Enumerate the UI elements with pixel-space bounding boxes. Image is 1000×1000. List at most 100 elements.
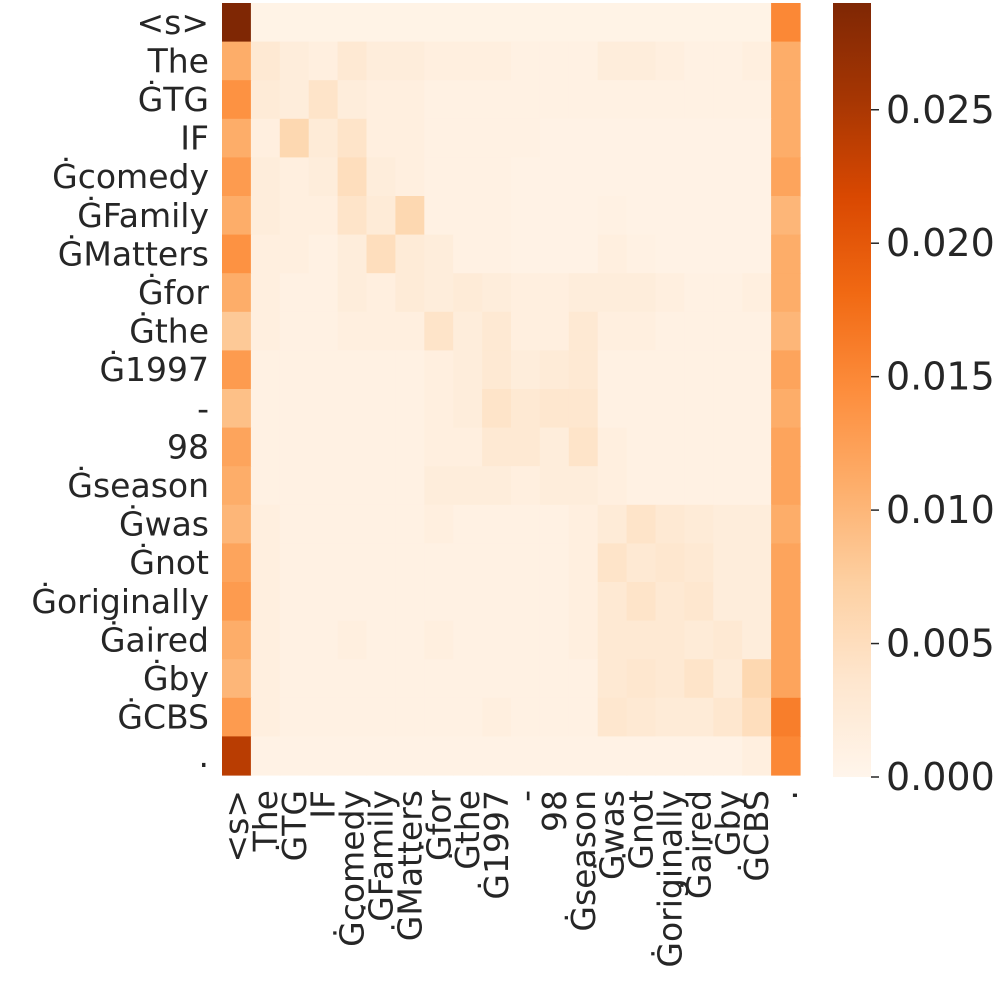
heatmap-cell-r18-c16 xyxy=(684,697,714,737)
heatmap-cell-r19-c1 xyxy=(250,736,281,776)
x-tick-label: Ġthe xyxy=(447,790,487,870)
heatmap-cell-r2-c3 xyxy=(308,80,339,120)
heatmap-cell-r10-c3 xyxy=(308,389,339,429)
heatmap-cell-r0-c18 xyxy=(742,3,772,43)
heatmap-cell-r6-c11 xyxy=(539,234,570,274)
heatmap-cell-r18-c15 xyxy=(655,697,685,737)
heatmap-cell-r17-c7 xyxy=(424,659,454,699)
heatmap-cell-r13-c13 xyxy=(597,504,628,544)
heatmap-cell-r16-c1 xyxy=(250,620,281,660)
heatmap-cell-r1-c2 xyxy=(279,41,310,81)
heatmap-cell-r8-c6 xyxy=(395,311,425,351)
heatmap-cell-r8-c17 xyxy=(713,311,743,351)
heatmap-cell-r4-c13 xyxy=(597,157,628,197)
heatmap-cell-r1-c17 xyxy=(713,41,743,81)
heatmap-cell-r3-c10 xyxy=(511,118,541,158)
heatmap-cell-r13-c3 xyxy=(308,504,339,544)
heatmap-cell-r2-c10 xyxy=(511,80,541,120)
heatmap-cell-r17-c6 xyxy=(395,659,425,699)
heatmap-cell-r15-c14 xyxy=(626,582,657,622)
heatmap-cell-r13-c18 xyxy=(742,504,772,544)
heatmap-cell-r12-c10 xyxy=(511,466,541,506)
heatmap-cell-r9-c13 xyxy=(597,350,628,390)
heatmap-cell-r12-c9 xyxy=(482,466,512,506)
heatmap-cell-r6-c12 xyxy=(568,234,599,274)
heatmap-cell-r15-c4 xyxy=(337,582,368,622)
heatmap-cell-r1-c11 xyxy=(539,41,570,81)
heatmap-cell-r3-c8 xyxy=(453,118,483,158)
heatmap-cell-r2-c4 xyxy=(337,80,368,120)
heatmap-cell-r17-c1 xyxy=(250,659,281,699)
heatmap-cell-r14-c9 xyxy=(482,543,512,583)
heatmap-cell-r7-c10 xyxy=(511,273,541,313)
heatmap-cell-r8-c4 xyxy=(337,311,368,351)
heatmap-cell-r2-c16 xyxy=(684,80,714,120)
heatmap-cell-r16-c5 xyxy=(366,620,396,660)
heatmap-cell-r6-c1 xyxy=(250,234,281,274)
heatmap-cell-r19-c4 xyxy=(337,736,368,776)
heatmap-cell-r16-c13 xyxy=(597,620,628,660)
heatmap-cell-r11-c11 xyxy=(539,427,570,467)
x-tick-label: ĠTG xyxy=(274,790,314,861)
heatmap-cell-r0-c8 xyxy=(453,3,483,43)
colorbar xyxy=(833,3,871,777)
heatmap-cell-r1-c4 xyxy=(337,41,368,81)
heatmap-cell-r8-c1 xyxy=(250,311,281,351)
heatmap-cell-r12-c12 xyxy=(568,466,599,506)
heatmap-cell-r7-c18 xyxy=(742,273,772,313)
heatmap-cell-r15-c8 xyxy=(453,582,483,622)
heatmap-cell-r7-c14 xyxy=(626,273,657,313)
heatmap-cell-r9-c4 xyxy=(337,350,368,390)
heatmap-cell-r3-c3 xyxy=(308,118,339,158)
x-tick-label: Ġoriginally xyxy=(649,790,689,968)
heatmap-cell-r13-c0 xyxy=(222,504,252,544)
heatmap-cell-r5-c4 xyxy=(337,196,368,236)
heatmap-cell-r8-c19 xyxy=(771,311,801,351)
heatmap-cell-r14-c0 xyxy=(222,543,252,583)
heatmap-cell-r14-c1 xyxy=(250,543,281,583)
heatmap-cell-r17-c12 xyxy=(568,659,599,699)
heatmap-cell-r16-c15 xyxy=(655,620,685,660)
heatmap-cell-r16-c6 xyxy=(395,620,425,660)
heatmap-cell-r14-c19 xyxy=(771,543,801,583)
y-tick-label: Ġcomedy xyxy=(52,156,209,196)
heatmap-cell-r18-c10 xyxy=(511,697,541,737)
heatmap-cell-r11-c10 xyxy=(511,427,541,467)
heatmap-cell-r7-c0 xyxy=(222,273,252,313)
heatmap-cell-r18-c6 xyxy=(395,697,425,737)
heatmap-cell-r7-c13 xyxy=(597,273,628,313)
heatmap-cell-r17-c15 xyxy=(655,659,685,699)
heatmap-cell-r10-c2 xyxy=(279,389,310,429)
heatmap-cell-r2-c9 xyxy=(482,80,512,120)
heatmap-cell-r17-c19 xyxy=(771,659,801,699)
heatmap-cell-r8-c3 xyxy=(308,311,339,351)
heatmap-cell-r15-c0 xyxy=(222,582,252,622)
heatmap-cell-r4-c7 xyxy=(424,157,454,197)
y-tick-label: ĠCBS xyxy=(117,697,209,737)
heatmap-cell-r17-c8 xyxy=(453,659,483,699)
heatmap-cell-r17-c14 xyxy=(626,659,657,699)
heatmap-cell-r7-c19 xyxy=(771,273,801,313)
heatmap-cell-r8-c2 xyxy=(279,311,310,351)
heatmap-cell-r14-c8 xyxy=(453,543,483,583)
heatmap-cell-r13-c8 xyxy=(453,504,483,544)
heatmap-cell-r18-c11 xyxy=(539,697,570,737)
heatmap-cell-r16-c12 xyxy=(568,620,599,660)
heatmap-cell-r9-c2 xyxy=(279,350,310,390)
heatmap-cell-r12-c16 xyxy=(684,466,714,506)
heatmap-cell-r11-c4 xyxy=(337,427,368,467)
heatmap-cell-r0-c2 xyxy=(279,3,310,43)
heatmap-cell-r8-c8 xyxy=(453,311,483,351)
heatmap-cell-r17-c5 xyxy=(366,659,396,699)
y-tick-label: ĠFamily xyxy=(77,195,209,235)
heatmap-cell-r15-c1 xyxy=(250,582,281,622)
heatmap-cell-r10-c8 xyxy=(453,389,483,429)
heatmap-cell-r11-c5 xyxy=(366,427,396,467)
heatmap-cell-r9-c9 xyxy=(482,350,512,390)
heatmap-cell-r14-c16 xyxy=(684,543,714,583)
heatmap-cell-r3-c6 xyxy=(395,118,425,158)
heatmap-cell-r9-c18 xyxy=(742,350,772,390)
heatmap-cell-r5-c9 xyxy=(482,196,512,236)
heatmap-cell-r6-c8 xyxy=(453,234,483,274)
